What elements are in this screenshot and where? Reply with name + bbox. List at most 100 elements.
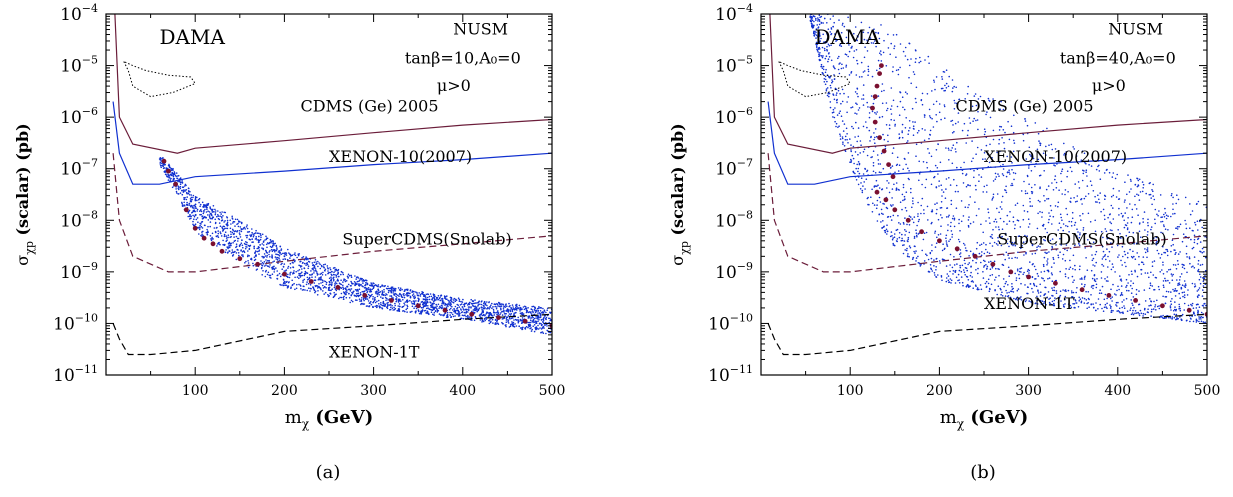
scan-point (824, 49, 826, 52)
scan-point (819, 48, 821, 50)
scan-point (292, 271, 295, 274)
scan-point (386, 306, 388, 309)
scan-point (985, 191, 988, 193)
highlight-point (219, 248, 225, 254)
scan-point (256, 232, 259, 234)
scan-point (534, 320, 537, 323)
scan-point (890, 87, 893, 89)
scan-point (882, 213, 884, 215)
scan-point (1129, 203, 1131, 205)
scan-point (959, 252, 962, 254)
scan-point (874, 142, 876, 144)
scan-point (492, 311, 495, 314)
scan-point (1170, 291, 1172, 293)
scan-point (223, 244, 226, 247)
scan-point (1144, 307, 1146, 310)
scan-point (368, 296, 371, 299)
scan-point (872, 164, 875, 167)
scan-point (1051, 280, 1054, 283)
scan-point (1011, 182, 1013, 185)
scan-point (945, 234, 948, 237)
scan-point (530, 317, 533, 319)
plot-area (112, 14, 552, 356)
scan-point (931, 210, 934, 213)
scan-point (1012, 172, 1015, 174)
scan-point (1103, 298, 1106, 301)
scan-point (405, 292, 408, 295)
scan-point (955, 102, 958, 105)
scan-point (840, 67, 843, 70)
scan-point (446, 304, 449, 307)
scan-point (1028, 165, 1030, 167)
scan-point (1112, 187, 1115, 190)
scan-point (363, 279, 366, 282)
scan-point (1197, 259, 1200, 262)
scan-point (1174, 295, 1177, 297)
scan-point (892, 99, 895, 102)
scan-point (475, 302, 477, 304)
scan-point (1172, 264, 1175, 266)
scan-point (959, 249, 962, 251)
scan-point (1134, 195, 1136, 198)
scan-point (342, 284, 344, 287)
scan-point (997, 244, 999, 246)
scan-point (528, 321, 531, 324)
scan-point (1174, 301, 1176, 303)
scan-point (302, 255, 305, 258)
scan-point (910, 82, 912, 85)
scan-point (525, 311, 528, 314)
highlight-point (173, 181, 179, 187)
scan-point (461, 306, 464, 308)
scan-point (907, 236, 910, 239)
scan-point (867, 31, 869, 34)
scan-point (335, 282, 338, 285)
scan-point (398, 289, 401, 291)
scan-point (303, 278, 306, 281)
scan-point (1040, 303, 1043, 305)
scan-point (358, 298, 361, 301)
scan-point (1085, 169, 1088, 171)
scan-point (204, 224, 206, 227)
scan-point (1144, 300, 1147, 302)
scan-point (457, 312, 460, 314)
scan-point (165, 174, 168, 176)
scan-point (1170, 309, 1172, 311)
scan-point (1197, 268, 1200, 271)
scan-point (940, 87, 943, 90)
scan-point (1102, 256, 1105, 258)
scan-point (829, 18, 832, 20)
scan-point (343, 278, 345, 280)
scan-point (505, 325, 507, 328)
scan-point (1199, 264, 1202, 266)
scan-point (964, 267, 967, 269)
scan-point (1017, 251, 1019, 254)
scan-point (1016, 299, 1019, 301)
scan-point (920, 212, 922, 215)
scan-point (1146, 272, 1149, 274)
scan-point (507, 320, 509, 323)
scan-point (468, 301, 471, 304)
scan-point (948, 214, 950, 217)
scan-point (1094, 253, 1097, 256)
scan-point (509, 314, 512, 316)
scan-point (494, 319, 497, 321)
scan-point (167, 179, 170, 181)
scan-point (1039, 295, 1042, 297)
scan-point (866, 101, 868, 104)
scan-point (892, 34, 895, 36)
scan-point (537, 320, 539, 323)
scan-point (1131, 302, 1133, 305)
scan-point (424, 298, 426, 301)
scan-point (854, 172, 856, 175)
scan-point (360, 299, 363, 301)
scan-point (343, 287, 345, 290)
scan-point (436, 309, 439, 312)
scan-point (407, 294, 410, 297)
scan-point (1201, 263, 1204, 266)
scan-point (932, 103, 935, 106)
scan-point (1054, 148, 1057, 150)
scan-point (170, 167, 173, 170)
scan-point (512, 323, 515, 326)
scan-point (823, 41, 825, 43)
scan-point (1162, 273, 1165, 275)
